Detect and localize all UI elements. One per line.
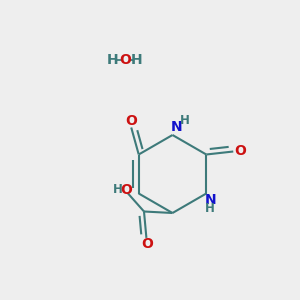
Text: H: H — [205, 202, 215, 215]
Text: N: N — [204, 193, 216, 207]
Text: H: H — [113, 183, 123, 196]
Text: H: H — [107, 53, 118, 67]
Text: O: O — [119, 53, 131, 67]
Text: O: O — [120, 183, 132, 197]
Text: O: O — [141, 238, 153, 251]
Text: H: H — [131, 53, 142, 67]
Text: O: O — [125, 114, 137, 128]
Text: N: N — [171, 121, 182, 134]
Text: O: O — [234, 144, 246, 158]
Text: H: H — [180, 114, 190, 127]
